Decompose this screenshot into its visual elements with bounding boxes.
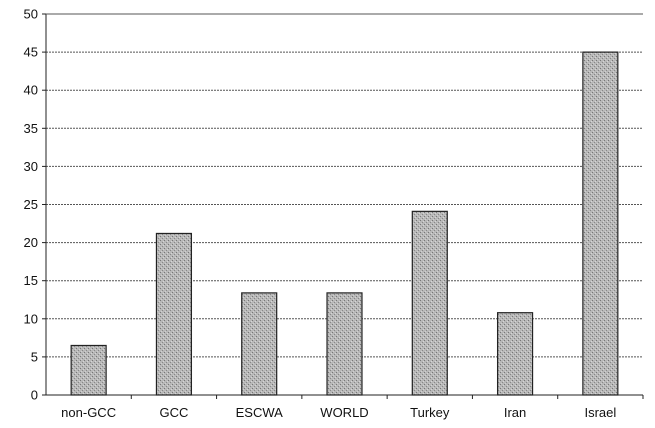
bar-escwa: [241, 292, 278, 396]
bar-israel: [582, 51, 619, 396]
x-tick-labels: non-GCC GCC ESCWA WORLD Turkey Iran Israel: [61, 405, 616, 420]
x-tick-label: non-GCC: [61, 405, 116, 420]
y-tick-labels: 0 5 10 15 20 25 30 35 40 45 50: [24, 7, 38, 403]
y-tick-label: 5: [31, 349, 38, 364]
y-tick-label: 40: [24, 83, 38, 98]
y-tick-label: 25: [24, 197, 38, 212]
y-tick-label: 30: [24, 159, 38, 174]
x-tick-label: GCC: [159, 405, 188, 420]
x-tick-label: Iran: [504, 405, 526, 420]
x-tick-label: WORLD: [320, 405, 368, 420]
x-tick-label: Israel: [584, 405, 616, 420]
bar-turkey: [411, 210, 448, 396]
x-tick-label: ESCWA: [236, 405, 284, 420]
axes: [42, 13, 644, 399]
x-tick-label: Turkey: [410, 405, 450, 420]
bars: [70, 51, 619, 396]
y-tick-label: 45: [24, 45, 38, 60]
y-tick-label: 10: [24, 311, 38, 326]
y-tick-label: 0: [31, 388, 38, 403]
y-tick-label: 35: [24, 121, 38, 136]
y-tick-label: 20: [24, 235, 38, 250]
bar-iran: [496, 312, 534, 396]
bar-world: [326, 292, 363, 396]
bar-non-gcc: [70, 344, 107, 396]
bar-gcc: [155, 232, 193, 396]
y-tick-label: 15: [24, 273, 38, 288]
y-tick-label: 50: [24, 7, 38, 22]
